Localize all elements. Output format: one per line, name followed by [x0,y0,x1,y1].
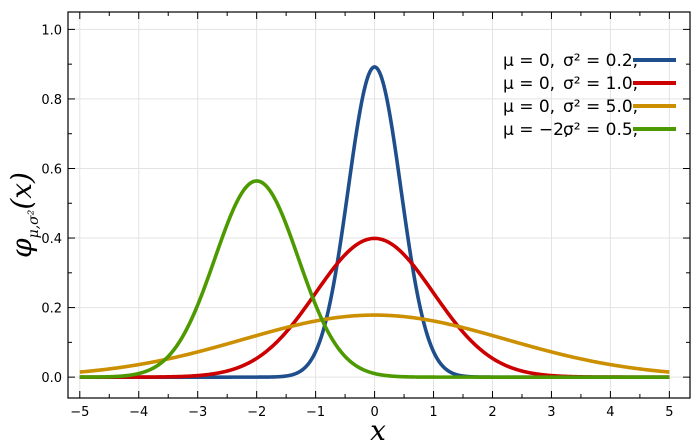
legend-mu-label: μ = 0, [503,97,555,117]
series-line-2 [79,313,670,374]
x-tick-label: 0 [370,405,378,420]
x-tick-label: −3 [188,405,207,420]
chart-tick-labels: −5 −4 −3 −2 −1 0 1 2 3 4 5 0.0 0.2 0.4 0.6 0.8 1.0 [41,23,673,420]
y-axis-title-sub: μ,σ² [26,209,42,238]
x-axis-title: x [370,414,386,447]
legend-mu-label: μ = 0, [503,74,555,94]
y-axis-title-main: φ [5,238,38,258]
y-tick-label: 1.0 [41,23,62,38]
x-tick-label: 4 [606,405,614,420]
x-tick-label: −5 [70,405,89,420]
chart-ticks [68,12,690,398]
plot-frame [67,11,691,399]
y-tick-label: 0.8 [41,93,62,108]
x-tick-label: 1 [429,405,437,420]
y-tick-label: 0.4 [41,232,62,247]
chart-curves [79,65,670,379]
y-axis-title-arg: (x) [5,172,38,210]
legend-mu-label: μ = −2, [503,120,569,140]
legend-sigma-label: σ² = 0.5, [563,120,638,140]
series-line-3 [79,179,670,379]
legend-sigma-label: σ² = 1.0, [563,74,638,94]
y-axis-title: φμ,σ²(x) [5,172,42,258]
x-tick-label: −4 [129,405,148,420]
x-tick-label: 3 [547,405,555,420]
y-tick-label: 0.2 [41,302,62,317]
legend-sigma-label: σ² = 5.0, [563,97,638,117]
legend-mu-label: μ = 0, [503,51,555,71]
x-tick-label: 5 [665,405,673,420]
chart-legend: μ = 0, σ² = 0.2, μ = 0, σ² = 1.0, μ = 0, σ² =… [503,51,676,140]
x-tick-label: −2 [247,405,266,420]
x-tick-label: 2 [488,405,496,420]
svg-text:φμ,σ²(x): φμ,σ²(x) [5,172,42,258]
legend-sigma-label: σ² = 0.2, [563,51,638,71]
x-tick-label: −1 [306,405,325,420]
y-tick-label: 0.0 [41,371,62,386]
y-tick-label: 0.6 [41,162,62,177]
